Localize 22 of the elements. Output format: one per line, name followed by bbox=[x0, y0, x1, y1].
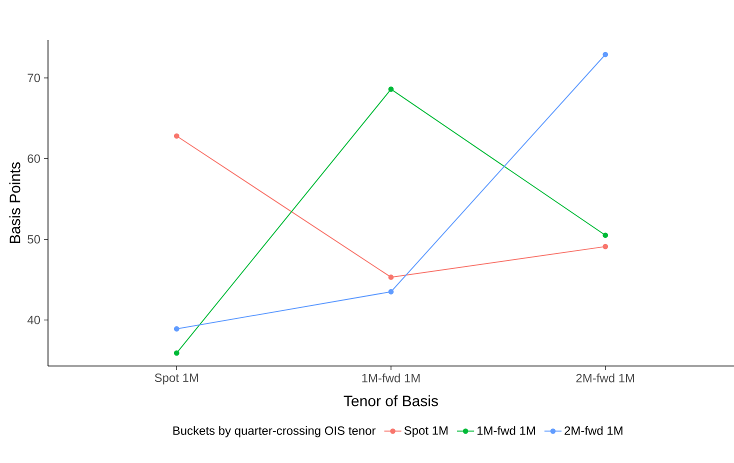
point bbox=[174, 326, 180, 332]
point bbox=[602, 52, 608, 58]
y-axis-title: Basis Points bbox=[9, 162, 20, 244]
x-axis-title: Tenor of Basis bbox=[344, 395, 438, 406]
point bbox=[388, 289, 394, 294]
y-tick-label: 40 bbox=[27, 316, 40, 324]
point bbox=[174, 350, 180, 356]
legend-title: Buckets by quarter-crossing OIS tenor bbox=[173, 426, 376, 438]
point bbox=[388, 86, 394, 92]
x-tick-label: Spot 1M bbox=[154, 374, 198, 384]
x-tick-label: 2M-fwd 1M bbox=[576, 374, 634, 382]
legend-label: Spot 1M bbox=[404, 426, 448, 438]
point bbox=[602, 244, 608, 250]
legend-label: 2M-fwd 1M bbox=[564, 426, 622, 435]
y-tick-label: 70 bbox=[28, 74, 40, 82]
point bbox=[388, 274, 394, 280]
legend-label: 1M-fwd 1M bbox=[478, 426, 535, 435]
y-tick-label: 50 bbox=[28, 235, 40, 244]
x-tick-label: 1M-fwd 1M bbox=[362, 374, 420, 382]
y-tick-label: 60 bbox=[28, 154, 40, 163]
point bbox=[174, 133, 180, 139]
point bbox=[602, 232, 608, 238]
